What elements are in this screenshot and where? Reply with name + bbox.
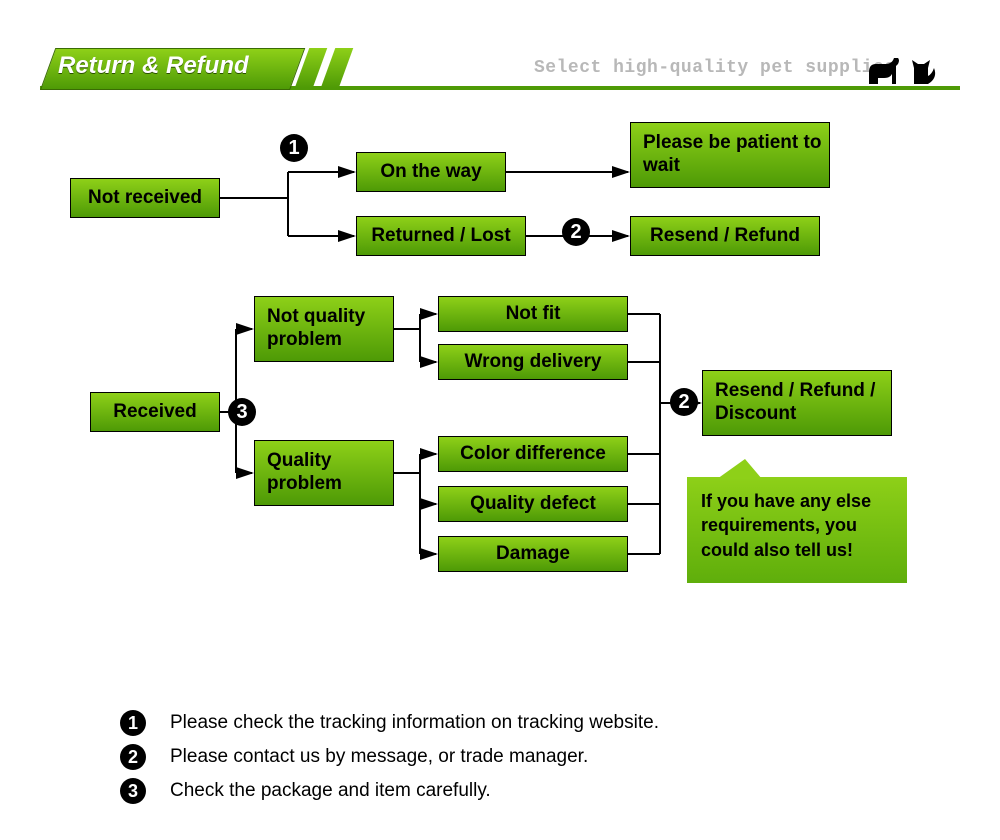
footer-note: Please check the tracking information on… — [170, 712, 659, 734]
callout-tail — [717, 459, 777, 489]
number-badge: 1 — [280, 134, 308, 162]
node-on-the-way: On the way — [356, 152, 506, 192]
footer-badge: 1 — [120, 710, 146, 736]
node-resend-refund: Resend / Refund — [630, 216, 820, 256]
number-badge: 2 — [670, 388, 698, 416]
cat-icon — [908, 54, 938, 88]
node-not-quality: Not quality problem — [254, 296, 394, 362]
node-patient: Please be patient to wait — [630, 122, 830, 188]
node-final: Resend / Refund / Discount — [702, 370, 892, 436]
node-quality: Quality problem — [254, 440, 394, 506]
footer-badge: 3 — [120, 778, 146, 804]
dog-icon — [864, 54, 904, 88]
node-returned-lost: Returned / Lost — [356, 216, 526, 256]
node-received: Received — [90, 392, 220, 432]
node-color-diff: Color difference — [438, 436, 628, 472]
node-not-fit: Not fit — [438, 296, 628, 332]
number-badge: 3 — [228, 398, 256, 426]
header-stripe — [321, 48, 354, 88]
node-callout: If you have any else requirements, you c… — [687, 477, 907, 583]
footer-note: Please contact us by message, or trade m… — [170, 746, 588, 768]
node-not-received: Not received — [70, 178, 220, 218]
page-title: Return & Refund — [58, 52, 249, 80]
header-tagline: Select high-quality pet supplies — [534, 58, 896, 78]
footer-note: Check the package and item carefully. — [170, 780, 491, 802]
footer-badge: 2 — [120, 744, 146, 770]
node-quality-defect: Quality defect — [438, 486, 628, 522]
node-wrong-delivery: Wrong delivery — [438, 344, 628, 380]
number-badge: 2 — [562, 218, 590, 246]
node-damage: Damage — [438, 536, 628, 572]
